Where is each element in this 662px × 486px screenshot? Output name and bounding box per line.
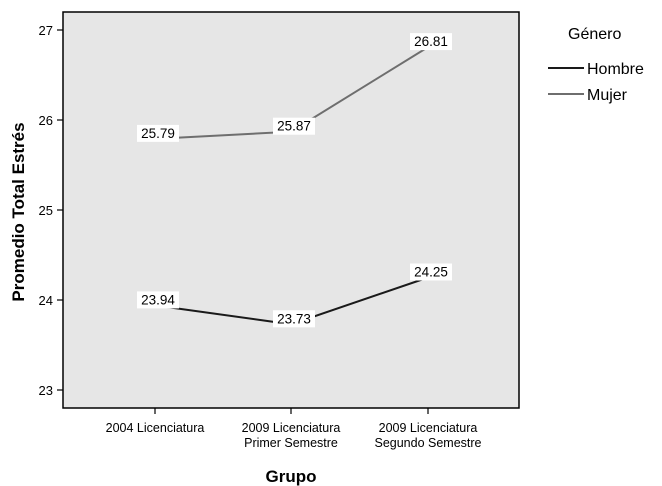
legend: Género Hombre Mujer xyxy=(548,26,644,104)
y-tick-label: 25 xyxy=(39,203,53,218)
x-tick-label: 2009 Licenciatura Segundo Semestre xyxy=(374,421,481,450)
data-label-box xyxy=(273,117,315,135)
x-axis-title: Grupo xyxy=(266,467,317,486)
data-label: 26.81 xyxy=(414,34,448,49)
data-label: 25.79 xyxy=(141,126,175,141)
legend-label: Hombre xyxy=(587,61,644,78)
data-label: 24.25 xyxy=(414,265,448,280)
data-label-box xyxy=(410,263,452,281)
data-label-box xyxy=(137,124,179,142)
y-tick-label: 26 xyxy=(39,113,53,128)
x-tick-label: 2004 Licenciatura xyxy=(106,421,205,435)
y-tick-label: 23 xyxy=(39,383,53,398)
y-axis-title: Promedio Total Estrés xyxy=(9,122,28,301)
data-label: 23.94 xyxy=(141,292,175,307)
x-tick-label: 2009 Licenciatura Primer Semestre xyxy=(242,421,341,450)
legend-label: Mujer xyxy=(587,87,628,104)
y-tick-label: 27 xyxy=(39,23,53,38)
data-labels: 23.94 23.73 24.25 25.79 25.87 26.81 xyxy=(137,33,452,328)
data-label-box xyxy=(137,291,179,309)
x-axis: 2004 Licenciatura 2009 Licenciatura Primer… xyxy=(106,408,482,450)
plot-area xyxy=(62,11,520,409)
y-axis: 23 24 25 26 27 xyxy=(39,23,63,398)
data-label-box xyxy=(273,310,315,328)
y-tick-label: 24 xyxy=(39,293,53,308)
data-label: 23.73 xyxy=(277,311,311,326)
data-label: 25.87 xyxy=(277,119,311,134)
legend-title: Género xyxy=(568,26,621,43)
data-label-box xyxy=(410,33,452,51)
